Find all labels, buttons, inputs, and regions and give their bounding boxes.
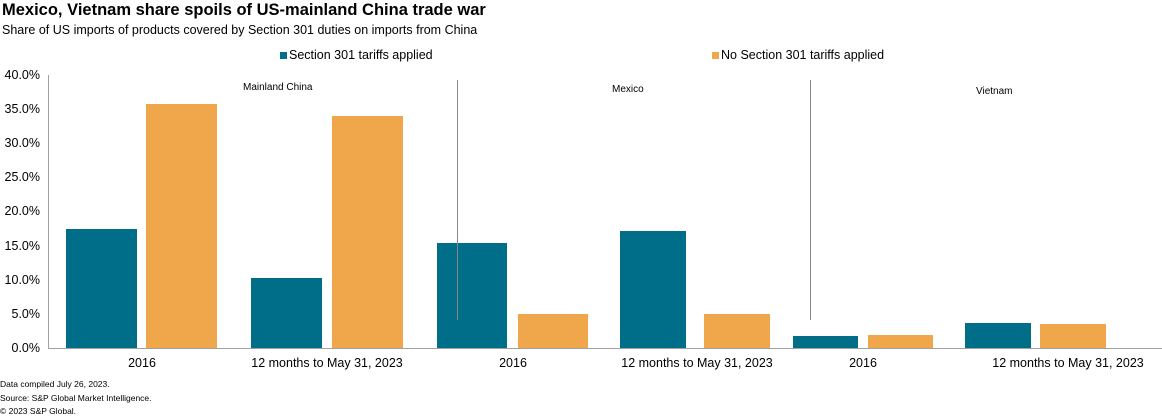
y-tick: 5.0%: [11, 307, 41, 321]
bar-tariffs-applied: [251, 278, 322, 348]
group-divider: [457, 80, 458, 320]
bar-no-tariffs: [704, 314, 770, 348]
y-axis-line: [48, 75, 49, 348]
bar-tariffs-applied: [965, 323, 1031, 348]
group-divider: [810, 80, 811, 320]
y-tick: 35.0%: [4, 102, 40, 116]
y-tick: 20.0%: [4, 204, 40, 218]
bar-no-tariffs: [518, 314, 588, 348]
y-tick: 40.0%: [4, 68, 40, 82]
footnote-source: Source: S&P Global Market Intelligence.: [0, 393, 152, 403]
legend-label: No Section 301 tariffs applied: [721, 48, 885, 62]
bar-tariffs-applied: [793, 336, 858, 348]
y-tick: 10.0%: [4, 273, 40, 287]
x-label: 2016: [499, 356, 527, 370]
legend-item-tariffs: Section 301 tariffs applied: [280, 48, 433, 62]
legend-swatch-teal-icon: [280, 51, 287, 59]
y-tick: 15.0%: [4, 239, 40, 253]
bar-no-tariffs: [146, 104, 217, 348]
y-tick: 25.0%: [4, 170, 40, 184]
footnote-date: Data compiled July 26, 2023.: [0, 379, 110, 389]
bar-no-tariffs: [1040, 324, 1106, 348]
group-label-vietnam: Vietnam: [976, 86, 1013, 97]
bar-tariffs-applied: [620, 231, 686, 348]
x-label: 12 months to May 31, 2023: [992, 356, 1144, 370]
x-label: 12 months to May 31, 2023: [251, 356, 403, 370]
group-label-mexico: Mexico: [612, 84, 644, 95]
y-tick: 0.0%: [11, 341, 41, 355]
footnote-copyright: © 2023 S&P Global.: [0, 406, 77, 416]
group-label-china: Mainland China: [243, 82, 313, 93]
bar-tariffs-applied: [66, 229, 137, 348]
x-label: 2016: [849, 356, 877, 370]
x-label: 2016: [128, 356, 156, 370]
bar-tariffs-applied: [437, 243, 507, 348]
legend-item-no-tariffs: No Section 301 tariffs applied: [712, 48, 884, 62]
chart-subtitle: Share of US imports of products covered …: [2, 23, 478, 37]
bar-no-tariffs: [868, 335, 933, 348]
x-axis-line: [48, 348, 1162, 349]
legend-swatch-orange-icon: [712, 51, 719, 59]
x-label: 12 months to May 31, 2023: [621, 356, 773, 370]
chart-title: Mexico, Vietnam share spoils of US-mainl…: [2, 1, 486, 19]
y-tick: 30.0%: [4, 136, 40, 150]
bar-no-tariffs: [332, 116, 403, 348]
legend-label: Section 301 tariffs applied: [289, 48, 433, 62]
